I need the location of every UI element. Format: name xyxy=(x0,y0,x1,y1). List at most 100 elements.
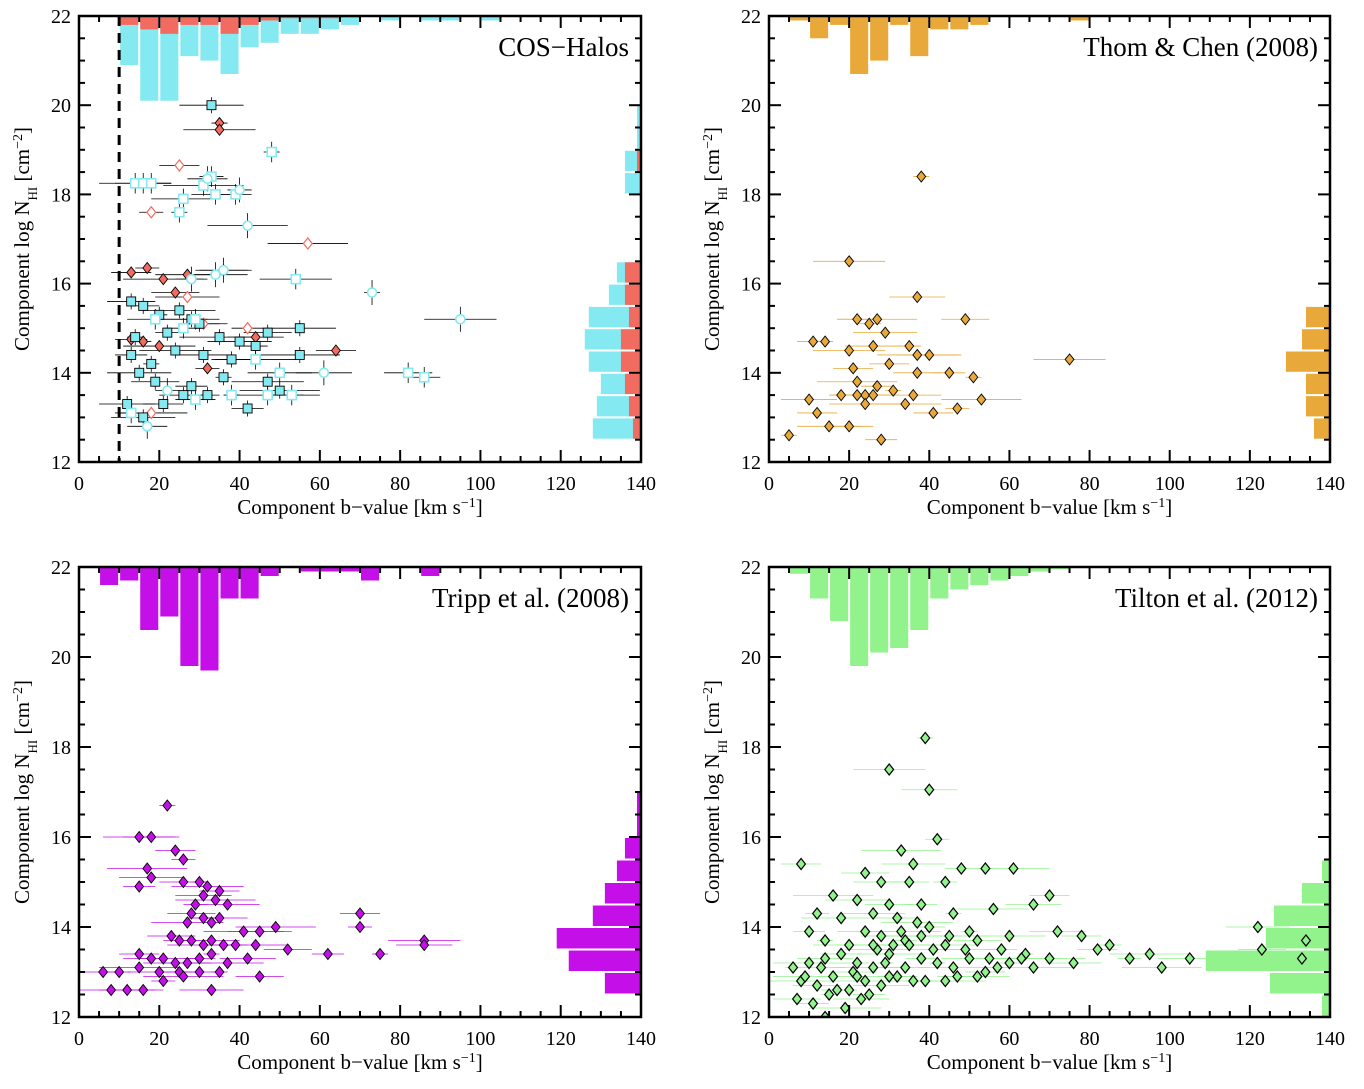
top-hist-bar xyxy=(240,16,259,25)
data-point xyxy=(206,947,217,961)
top-hist-bar xyxy=(381,16,400,21)
top-hist-bar xyxy=(950,567,969,590)
data-point xyxy=(214,332,225,343)
x-tick-label: 80 xyxy=(1080,1028,1100,1050)
data-point xyxy=(222,956,233,970)
data-point xyxy=(860,974,871,988)
data-point xyxy=(150,376,161,387)
x-tick-label: 100 xyxy=(465,1028,495,1050)
data-point xyxy=(844,344,855,357)
data-point xyxy=(198,938,209,952)
y-axis-label-mid: [cm xyxy=(700,149,724,187)
data-point xyxy=(864,988,875,1001)
data-point xyxy=(198,350,209,360)
data-point xyxy=(190,898,201,911)
y-tick-label: 18 xyxy=(741,737,761,759)
y-tick-label: 22 xyxy=(741,557,761,579)
data-point xyxy=(960,943,971,956)
top-hist-bar xyxy=(1010,567,1029,576)
right-hist-bar xyxy=(556,928,641,949)
top-hist-bar xyxy=(1030,567,1049,572)
data-point xyxy=(198,911,209,925)
data-point xyxy=(375,947,386,961)
data-point xyxy=(835,911,847,925)
data-point xyxy=(355,907,365,920)
data-point xyxy=(202,880,213,893)
x-tick-label: 100 xyxy=(465,473,495,495)
y-axis-label-sup: −2 xyxy=(11,687,26,702)
data-point xyxy=(282,943,293,956)
x-axis-label-text: Component b−value [km s xyxy=(927,1050,1151,1074)
data-point xyxy=(815,961,827,974)
top-hist-bar xyxy=(830,567,849,621)
data-point xyxy=(839,1001,851,1015)
top-hist-bar xyxy=(441,16,460,21)
data-point xyxy=(330,344,341,357)
right-hist-bar xyxy=(1273,905,1330,926)
data-point xyxy=(146,952,157,965)
data-point xyxy=(904,875,915,889)
y-axis-label-sup: −2 xyxy=(701,134,716,149)
data-point xyxy=(134,830,145,844)
data-point xyxy=(158,272,169,286)
data-point xyxy=(125,407,137,419)
data-point xyxy=(904,938,915,952)
top-hist-bar xyxy=(240,567,259,599)
right-hist-bar xyxy=(636,150,641,172)
plot-frame xyxy=(77,565,643,1019)
y-axis-label-text: Component log N xyxy=(700,754,724,905)
x-tick-label: 20 xyxy=(149,473,169,495)
right-hist-bar xyxy=(604,883,641,904)
data-point xyxy=(230,938,241,952)
top-hist-bar xyxy=(180,16,199,57)
data-point xyxy=(807,997,819,1010)
data-point xyxy=(234,184,245,196)
data-point xyxy=(154,339,165,353)
data-point xyxy=(126,266,137,279)
data-point xyxy=(206,983,217,997)
right-hist-bar xyxy=(1313,418,1330,439)
data-point xyxy=(1044,952,1055,965)
data-point xyxy=(1076,929,1087,943)
right-hist-bar xyxy=(1301,883,1330,904)
data-point xyxy=(904,339,915,353)
top-hist-bar xyxy=(280,16,299,34)
top-hist-bar xyxy=(140,16,159,101)
data-point xyxy=(924,348,935,362)
data-point xyxy=(844,255,855,268)
x-tick-label: 140 xyxy=(1315,1028,1345,1050)
data-point xyxy=(134,880,145,893)
data-point xyxy=(294,350,305,360)
data-point xyxy=(194,952,205,965)
top-hist-bar xyxy=(120,16,139,66)
right-hist-bar xyxy=(620,329,641,350)
right-hist-bar xyxy=(624,373,641,395)
data-point xyxy=(791,992,803,1006)
top-hist-bar xyxy=(100,567,119,585)
top-hist-bar xyxy=(930,16,949,30)
data-point xyxy=(956,862,967,875)
data-point xyxy=(226,354,237,365)
data-point xyxy=(860,925,871,938)
y-axis-label-end: ] xyxy=(700,680,724,687)
y-axis-label-sub: HI xyxy=(25,740,40,754)
right-hist-bar xyxy=(624,284,641,305)
x-axis-label: Component b−value [km s−1] xyxy=(927,1050,1172,1074)
x-tick-label: 40 xyxy=(230,473,250,495)
data-point xyxy=(290,273,302,285)
x-tick-label: 80 xyxy=(390,473,410,495)
data-point xyxy=(114,965,125,979)
data-point xyxy=(836,388,847,402)
panel-3-plot-area xyxy=(79,567,641,997)
data-point xyxy=(138,983,149,997)
data-point xyxy=(872,313,883,326)
top-hist-bar xyxy=(260,567,279,576)
right-hist-bar xyxy=(616,860,641,881)
data-point xyxy=(831,983,843,997)
panel-4-plot-area xyxy=(769,567,1330,1017)
x-tick-label: 0 xyxy=(764,1028,774,1050)
data-point xyxy=(1016,952,1027,965)
y-axis-label-sup: −2 xyxy=(11,134,26,149)
data-point xyxy=(896,844,907,857)
top-hist-bar xyxy=(320,16,339,30)
